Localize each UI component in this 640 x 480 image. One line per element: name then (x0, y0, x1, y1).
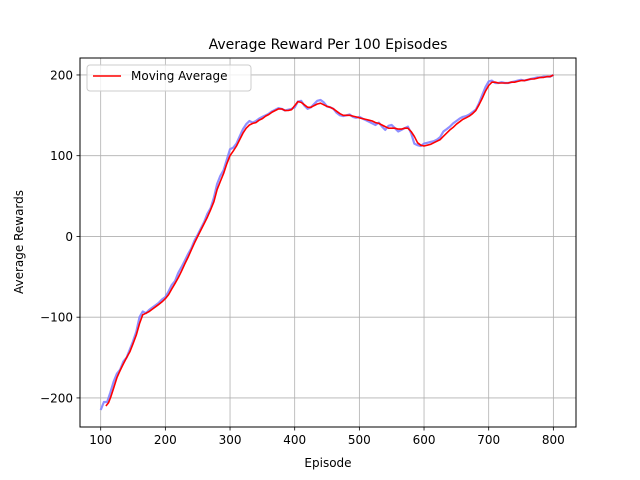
x-tick-label: 300 (219, 433, 242, 447)
x-tick-label: 600 (413, 433, 436, 447)
raw-reward-line (99, 74, 554, 411)
x-tick-label: 100 (89, 433, 112, 447)
legend-box (86, 64, 252, 92)
x-tick-label: 500 (348, 433, 371, 447)
moving-average-line (105, 74, 554, 407)
y-tick-label: 0 (65, 230, 73, 244)
y-tick-label: −100 (40, 311, 73, 325)
x-tick-label: 700 (477, 433, 500, 447)
legend: Moving Average (86, 64, 252, 92)
y-tick-label: 100 (50, 149, 73, 163)
legend-label: Moving Average (131, 69, 227, 83)
y-tick-label: −200 (40, 391, 73, 405)
x-tick-label: 400 (283, 433, 306, 447)
grid (80, 58, 576, 427)
ticks: 100 200 300 400 500 600 700 800 −200 −100 0 100 200 (40, 68, 565, 447)
y-tick-label: 200 (50, 68, 73, 82)
x-tick-label: 800 (542, 433, 565, 447)
chart-title: Average Reward Per 100 Episodes (209, 37, 448, 53)
x-axis-label: Episode (304, 456, 351, 470)
series-layer (99, 74, 554, 411)
x-tick-label: 200 (154, 433, 177, 447)
plot-frame (79, 57, 577, 428)
y-axis-label: Average Rewards (12, 190, 26, 294)
